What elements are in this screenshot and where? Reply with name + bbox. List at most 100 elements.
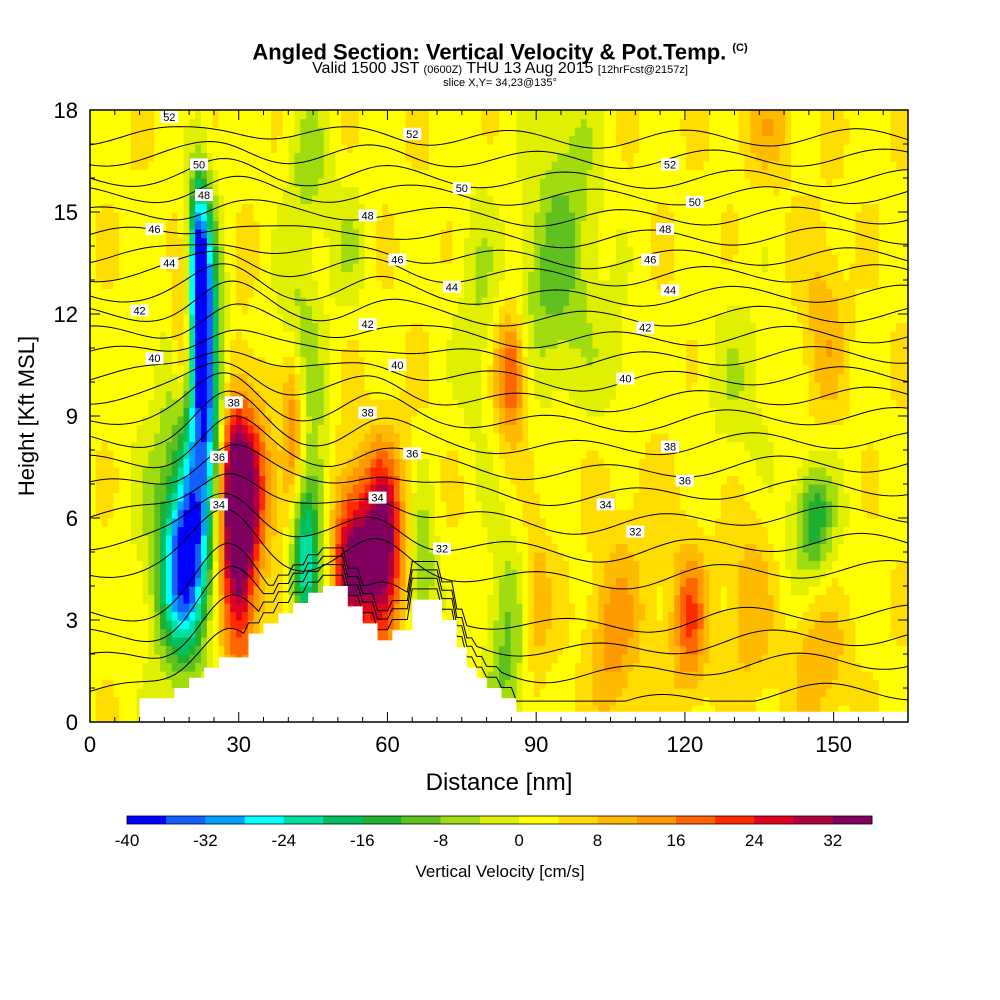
velocity-cell — [90, 144, 97, 154]
velocity-cell — [358, 254, 366, 264]
velocity-cell — [183, 305, 190, 315]
velocity-cell — [440, 518, 448, 528]
velocity-cell — [306, 382, 313, 392]
velocity-cell — [387, 416, 395, 426]
velocity-cell — [399, 577, 407, 587]
velocity-cell — [113, 577, 120, 587]
velocity-cell — [177, 288, 185, 298]
velocity-cell — [224, 407, 231, 417]
velocity-cell — [323, 246, 331, 256]
velocity-cell — [101, 552, 109, 562]
velocity-cell — [101, 705, 109, 715]
velocity-cell — [253, 365, 261, 375]
velocity-cell — [189, 339, 196, 349]
velocity-cell — [90, 705, 97, 715]
velocity-cell — [125, 679, 132, 689]
velocity-cell — [481, 118, 488, 128]
velocity-cell — [370, 458, 377, 468]
velocity-cell — [206, 620, 214, 630]
velocity-cell — [405, 509, 412, 519]
velocity-cell — [458, 254, 465, 264]
velocity-cell — [265, 399, 272, 409]
velocity-cell — [463, 620, 471, 630]
velocity-cell — [212, 212, 220, 222]
velocity-cell — [136, 161, 144, 171]
velocity-cell — [259, 620, 266, 630]
velocity-cell — [376, 467, 383, 477]
velocity-cell — [276, 305, 284, 315]
velocity-cell — [317, 518, 325, 528]
velocity-cell — [201, 526, 208, 536]
velocity-cell — [165, 475, 173, 485]
velocity-cell — [195, 671, 202, 681]
velocity-cell — [241, 399, 249, 409]
velocity-cell — [282, 237, 290, 247]
velocity-cell — [434, 475, 442, 485]
velocity-cell — [119, 645, 126, 655]
velocity-cell — [399, 263, 407, 273]
velocity-cell — [440, 212, 448, 222]
velocity-cell — [113, 518, 120, 528]
velocity-cell — [458, 569, 465, 579]
velocity-cell — [142, 679, 150, 689]
velocity-cell — [247, 365, 255, 375]
velocity-cell — [440, 441, 448, 451]
velocity-cell — [165, 416, 173, 426]
velocity-cell — [247, 577, 255, 587]
velocity-cell — [335, 450, 342, 460]
velocity-cell — [95, 203, 103, 213]
velocity-cell — [195, 501, 202, 511]
velocity-cell — [125, 390, 132, 400]
velocity-cell — [119, 603, 126, 613]
velocity-cell — [276, 263, 284, 273]
velocity-cell — [195, 637, 202, 647]
velocity-cell — [259, 314, 266, 324]
velocity-cell — [481, 365, 488, 375]
velocity-cell — [189, 509, 196, 519]
velocity-cell — [160, 645, 167, 655]
velocity-cell — [312, 263, 319, 273]
velocity-cell — [271, 586, 278, 596]
velocity-cell — [452, 416, 459, 426]
velocity-cell — [171, 314, 179, 324]
velocity-cell — [101, 526, 109, 536]
velocity-cell — [148, 620, 155, 630]
velocity-cell — [393, 271, 401, 281]
velocity-cell — [271, 552, 278, 562]
velocity-cell — [113, 458, 120, 468]
velocity-cell — [171, 297, 179, 307]
velocity-cell — [446, 314, 453, 324]
velocity-cell — [493, 679, 500, 689]
velocity-cell — [347, 186, 354, 196]
velocity-cell — [329, 526, 336, 536]
velocity-cell — [469, 628, 477, 638]
velocity-cell — [475, 560, 483, 570]
velocity-cell — [165, 365, 173, 375]
velocity-cell — [469, 152, 477, 162]
velocity-cell — [458, 416, 465, 426]
velocity-cell — [241, 526, 249, 536]
velocity-cell — [171, 229, 179, 239]
velocity-cell — [113, 662, 120, 672]
velocity-cell — [282, 552, 290, 562]
velocity-cell — [352, 331, 360, 341]
velocity-cell — [201, 654, 208, 664]
velocity-cell — [417, 475, 424, 485]
velocity-cell — [469, 186, 477, 196]
velocity-cell — [423, 535, 430, 545]
velocity-cell — [195, 373, 202, 383]
velocity-cell — [148, 399, 155, 409]
velocity-cell — [136, 594, 144, 604]
velocity-cell — [230, 526, 237, 536]
velocity-cell — [189, 305, 196, 315]
velocity-cell — [382, 390, 389, 400]
velocity-cell — [405, 297, 412, 307]
velocity-cell — [294, 441, 301, 451]
velocity-cell — [481, 407, 488, 417]
velocity-cell — [300, 467, 307, 477]
velocity-cell — [364, 152, 372, 162]
velocity-cell — [201, 492, 208, 502]
velocity-cell — [487, 186, 494, 196]
velocity-cell — [370, 535, 377, 545]
velocity-cell — [171, 577, 179, 587]
